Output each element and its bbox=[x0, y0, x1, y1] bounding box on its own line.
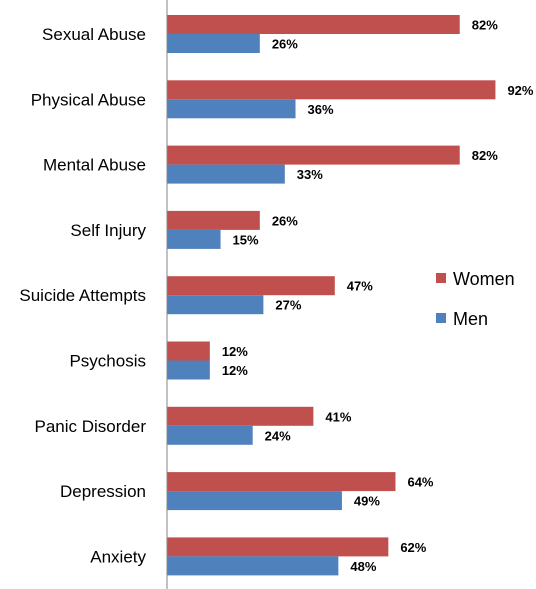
value-label-women-self-injury: 26% bbox=[272, 213, 298, 228]
value-label-women-physical-abuse: 92% bbox=[507, 83, 533, 98]
category-labels-layer: Sexual Abuse Physical Abuse Mental Abuse Se… bbox=[19, 25, 146, 566]
category-label-anxiety: Anxiety bbox=[90, 547, 146, 566]
value-label-women-depression: 64% bbox=[407, 475, 433, 490]
value-label-women-suicide-attempts: 47% bbox=[347, 279, 373, 294]
bar-women-psychosis bbox=[167, 341, 210, 361]
value-label-men-sexual-abuse: 26% bbox=[272, 37, 298, 52]
value-label-men-physical-abuse: 36% bbox=[308, 102, 334, 117]
bar-men-panic-disorder bbox=[167, 425, 253, 445]
bar-women-mental-abuse bbox=[167, 145, 460, 165]
legend-swatch-women bbox=[436, 273, 446, 283]
category-label-sexual-abuse: Sexual Abuse bbox=[42, 25, 146, 44]
value-labels-layer: 82% 26% 92% 36% 82% 33% 26% 15% 47% 27% 12% 12% 41% 2… bbox=[222, 18, 534, 574]
bar-men-physical-abuse bbox=[167, 99, 296, 119]
bar-women-sexual-abuse bbox=[167, 15, 460, 34]
bar-men-sexual-abuse bbox=[167, 34, 260, 53]
category-label-self-injury: Self Injury bbox=[70, 221, 146, 240]
bar-women-anxiety bbox=[167, 537, 389, 557]
category-label-suicide-attempts: Suicide Attempts bbox=[19, 286, 146, 305]
value-label-men-psychosis: 12% bbox=[222, 363, 248, 378]
bar-men-mental-abuse bbox=[167, 164, 285, 184]
bar-women-suicide-attempts bbox=[167, 276, 335, 296]
bar-men-anxiety bbox=[167, 556, 339, 576]
value-label-men-panic-disorder: 24% bbox=[265, 428, 291, 443]
value-label-women-anxiety: 62% bbox=[400, 540, 426, 555]
legend-label-women: Women bbox=[453, 269, 515, 289]
category-label-panic-disorder: Panic Disorder bbox=[35, 417, 147, 436]
bar-men-suicide-attempts bbox=[167, 295, 264, 315]
value-label-men-anxiety: 48% bbox=[350, 559, 376, 574]
category-label-physical-abuse: Physical Abuse bbox=[31, 90, 146, 109]
value-label-women-psychosis: 12% bbox=[222, 344, 248, 359]
legend-label-men: Men bbox=[453, 309, 488, 329]
bar-women-physical-abuse bbox=[167, 80, 496, 100]
category-label-psychosis: Psychosis bbox=[69, 352, 146, 371]
bar-women-panic-disorder bbox=[167, 406, 314, 426]
value-label-men-mental-abuse: 33% bbox=[297, 167, 323, 182]
value-label-women-sexual-abuse: 82% bbox=[472, 18, 498, 33]
bar-men-self-injury bbox=[167, 229, 221, 249]
bar-men-depression bbox=[167, 491, 342, 511]
bar-women-depression bbox=[167, 472, 396, 492]
value-label-men-self-injury: 15% bbox=[233, 232, 259, 247]
value-label-men-depression: 49% bbox=[354, 494, 380, 509]
legend: Women Men bbox=[436, 269, 515, 329]
value-label-men-suicide-attempts: 27% bbox=[275, 298, 301, 313]
bar-women-self-injury bbox=[167, 210, 260, 230]
legend-swatch-men bbox=[436, 313, 446, 323]
bars-layer bbox=[167, 15, 496, 576]
bar-men-psychosis bbox=[167, 360, 210, 380]
value-label-women-mental-abuse: 82% bbox=[472, 148, 498, 163]
category-label-depression: Depression bbox=[60, 482, 146, 501]
value-label-women-panic-disorder: 41% bbox=[325, 409, 351, 424]
category-label-mental-abuse: Mental Abuse bbox=[43, 156, 146, 175]
